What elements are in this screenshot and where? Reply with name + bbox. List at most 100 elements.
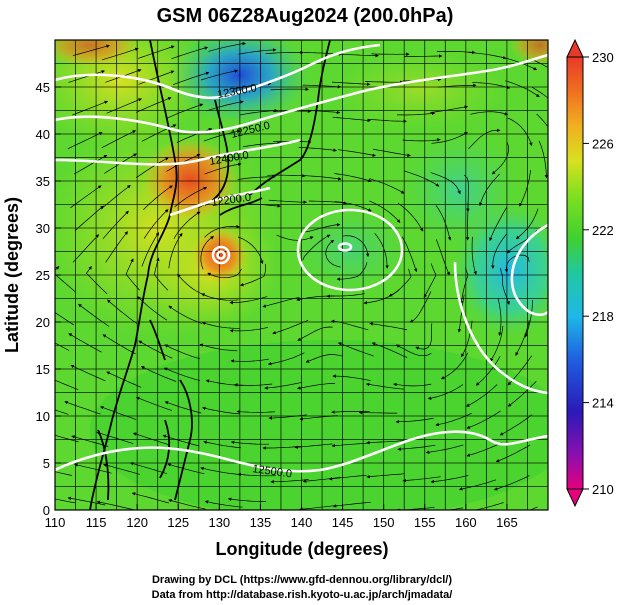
streamline <box>78 303 110 327</box>
streamline <box>201 293 239 301</box>
streamline <box>102 210 129 240</box>
streamline <box>369 178 405 194</box>
streamline <box>294 443 333 449</box>
streamline <box>138 340 173 359</box>
streamline <box>72 44 110 56</box>
streamline <box>206 100 244 112</box>
streamline <box>168 305 203 324</box>
y-tick-label: 10 <box>36 409 50 424</box>
streamline <box>336 262 368 281</box>
streamline <box>103 463 141 475</box>
streamline <box>72 100 109 116</box>
streamline <box>55 409 69 415</box>
streamline <box>270 479 309 484</box>
streamline <box>299 504 338 510</box>
streamline <box>515 320 530 356</box>
streamline <box>489 206 508 242</box>
streamline <box>409 291 432 323</box>
x-tick-label: 115 <box>86 515 107 530</box>
streamline <box>491 142 509 175</box>
streamline <box>164 344 201 360</box>
streamline <box>363 289 400 305</box>
colorbar-max-arrow <box>566 38 584 58</box>
streamline <box>341 235 370 258</box>
streamline <box>125 258 140 291</box>
streamline <box>332 501 371 508</box>
streamline <box>466 442 503 457</box>
colorbar-tick-label: 226 <box>592 136 614 151</box>
streamline <box>330 319 369 331</box>
streamline <box>203 440 242 449</box>
streamline <box>200 466 239 475</box>
streamline <box>427 384 464 400</box>
streamline <box>236 409 276 414</box>
streamline <box>268 414 307 420</box>
streamline <box>272 319 309 335</box>
streamline <box>397 202 424 232</box>
streamline <box>404 170 440 187</box>
streamline <box>479 173 500 207</box>
streamline <box>326 293 365 298</box>
streamline <box>308 200 348 205</box>
streamline <box>396 507 435 510</box>
streamline <box>230 358 269 363</box>
streamline <box>140 366 177 382</box>
streamline <box>100 406 137 420</box>
streamline <box>204 162 242 175</box>
streamline <box>208 41 246 52</box>
streamline <box>102 334 136 355</box>
streamline <box>204 500 243 508</box>
streamline <box>297 326 333 341</box>
streamline <box>242 141 282 148</box>
streamline <box>337 342 374 357</box>
streamline <box>55 471 73 476</box>
x-tick-label: 140 <box>291 515 313 530</box>
streamline <box>105 231 128 263</box>
colorbar-tick-label: 210 <box>592 482 614 497</box>
streamline <box>302 477 341 483</box>
streamline <box>368 118 407 123</box>
streamline <box>229 296 268 305</box>
streamline <box>301 109 341 115</box>
y-axis-label: Latitude (degrees) <box>2 197 22 353</box>
y-tick-label: 5 <box>43 456 50 471</box>
streamline <box>472 82 511 89</box>
streamline <box>466 410 501 429</box>
streamline <box>138 45 175 59</box>
streamline <box>459 267 469 305</box>
streamline <box>55 265 76 292</box>
streamline <box>265 50 304 55</box>
streamline <box>507 380 537 407</box>
streamline <box>395 417 434 424</box>
streamline <box>238 48 277 55</box>
streamline <box>55 434 79 443</box>
colorbar-tick-label: 230 <box>592 50 614 65</box>
streamline <box>172 71 210 86</box>
streamline <box>331 81 371 86</box>
streamline <box>264 381 303 390</box>
streamline <box>136 157 169 178</box>
streamline <box>70 364 106 382</box>
streamline <box>167 103 204 119</box>
streamline <box>237 236 264 265</box>
streamline <box>465 384 498 407</box>
y-tick-label: 30 <box>36 221 50 236</box>
streamline <box>332 374 371 381</box>
streamline <box>423 263 437 298</box>
y-tick-label: 25 <box>36 268 50 283</box>
streamline <box>334 173 372 183</box>
streamline <box>340 53 379 58</box>
streamline <box>461 320 473 358</box>
streamline <box>437 50 476 55</box>
streamline <box>499 414 533 436</box>
streamline <box>96 500 135 510</box>
streamline <box>203 129 241 142</box>
streamline <box>207 268 242 279</box>
x-tick-label: 165 <box>496 515 518 530</box>
streamline <box>303 175 342 181</box>
streamline <box>334 201 372 212</box>
streamline <box>202 406 240 415</box>
streamline <box>466 502 504 510</box>
y-tick-label: 45 <box>36 80 50 95</box>
streamline <box>364 80 404 84</box>
